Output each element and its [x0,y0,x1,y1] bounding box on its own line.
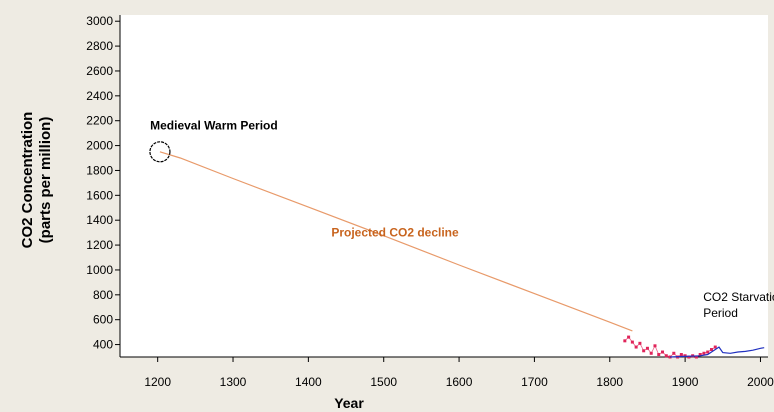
y-tick-label: 1000 [86,263,113,277]
plot-area [120,15,768,357]
x-tick-label: 1500 [370,375,397,389]
y-tick-label: 2600 [86,64,113,78]
y-tick-label: 2200 [86,114,113,128]
y-tick-label: 1200 [86,238,113,252]
series-1-point [627,335,631,339]
y-axis-label-line-2: (parts per million) [37,117,54,244]
y-tick-label: 2000 [86,139,113,153]
medieval-warm-period-marker [149,141,171,163]
y-tick-label: 1400 [86,213,113,227]
series-2-line [669,346,765,358]
series-1-point [664,354,668,358]
series-1-point [661,350,665,354]
y-tick-label: 400 [93,338,113,352]
series-0-line [159,151,633,332]
series-1-point [683,354,687,358]
y-tick-label: 1800 [86,163,113,177]
series-1-point [642,349,646,353]
annotation-co2-starvation-line-1: CO2 Starvation [703,290,774,304]
y-tick-label: 800 [93,288,113,302]
series-1-point [623,339,627,343]
y-tick-label: 2800 [86,39,113,53]
series-1-point [649,351,653,355]
x-tick-label: 1800 [596,375,623,389]
series-1-point [698,353,702,357]
series-1-point [638,341,642,345]
series-1-point [653,344,657,348]
series-1-point [694,355,698,359]
series-1-point [713,345,717,349]
series-1-point [657,353,661,357]
series-1-point [634,345,638,349]
x-tick-label: 1700 [521,375,548,389]
x-tick-label: 1200 [144,375,171,389]
series-1-point [672,351,676,355]
y-axis-label-line-1: CO2 Concentration [19,112,36,249]
series-1-point [645,346,649,350]
axes: 400 600 800 1000 1200 1400 1600 1800 2000 2200 240… [86,14,774,389]
series-layer [159,151,765,359]
y-tick-label: 2400 [86,89,113,103]
series-1-point [687,355,691,359]
y-tick-label: 1600 [86,188,113,202]
series-1-point [630,340,634,344]
series-1-point [679,353,683,357]
x-tick-label: 1900 [672,375,699,389]
series-1-point [702,351,706,355]
annotation-co2-starvation-line-2: Period [703,306,738,320]
x-tick-label: 1300 [220,375,247,389]
x-axis-label: Year [334,395,364,411]
annotation-layer: Medieval Warm Period Projected CO2 declin… [149,118,774,320]
y-tick-label: 3000 [86,14,113,28]
y-axis-label: CO2 Concentration (parts per million) [19,112,54,249]
y-tick-label: 600 [93,313,113,327]
x-tick-label: 1600 [446,375,473,389]
x-tick-label: 2000 [747,375,774,389]
series-1-point [709,348,713,352]
annotation-medieval-warm-period: Medieval Warm Period [150,118,278,132]
annotation-projected-decline: Projected CO2 decline [331,225,459,239]
series-1-point [706,350,710,354]
x-tick-label: 1400 [295,375,322,389]
